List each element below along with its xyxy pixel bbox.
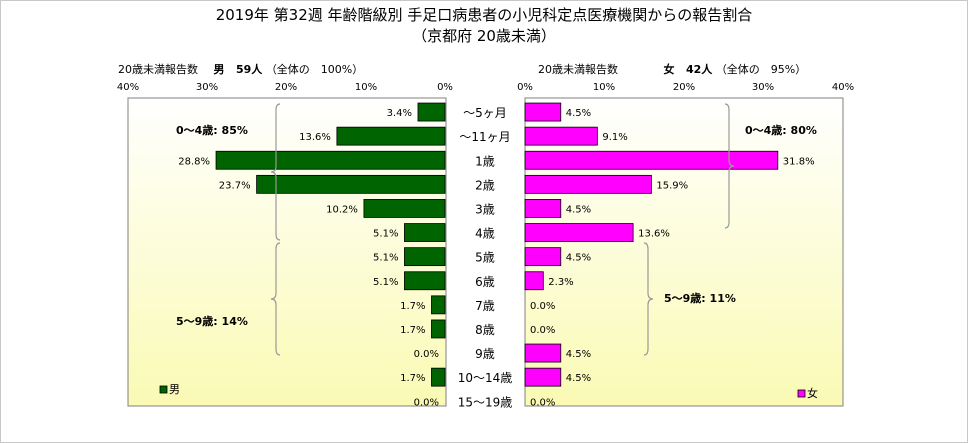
tick-label: 30% <box>195 82 219 93</box>
range-brace <box>270 242 281 356</box>
male-legend-label: 男 <box>169 383 180 396</box>
female-legend-swatch <box>797 389 806 398</box>
category-label: 2歳 <box>475 178 495 192</box>
male-bar <box>431 319 446 339</box>
male-data-label: 23.7% <box>219 180 251 191</box>
category-label: 9歳 <box>475 347 495 361</box>
chart-subtitle: （京都府 20歳未満） <box>412 27 556 45</box>
tick-label: 20% <box>274 82 298 93</box>
female-count: 42人 <box>686 63 713 76</box>
female-bar <box>524 199 562 218</box>
male-0-4-annotation: 0～4歳: 85% <box>176 123 248 137</box>
male-bar <box>215 150 446 170</box>
female-data-label: 13.6% <box>638 229 670 240</box>
male-plot-area <box>127 97 447 407</box>
female-plot-area <box>524 97 844 407</box>
male-data-label: 1.7% <box>400 373 425 384</box>
male-bar <box>431 295 446 315</box>
male-data-label: 0.0% <box>414 397 439 408</box>
male-header: 20歳未満報告数 男 59人 （全体の 100%） <box>118 61 363 77</box>
category-label: 6歳 <box>475 275 495 289</box>
female-legend-label: 女 <box>807 386 818 400</box>
male-data-label: 3.4% <box>387 108 412 119</box>
female-data-label: 31.8% <box>783 156 815 167</box>
female-0-4-annotation: 0～4歳: 80% <box>745 123 817 137</box>
male-data-label: 1.7% <box>400 325 425 336</box>
female-bar <box>524 271 544 291</box>
female-data-label: 4.5% <box>566 108 591 119</box>
tick-label: 20% <box>672 82 696 93</box>
male-bar <box>256 174 446 194</box>
female-bar <box>524 174 652 194</box>
male-data-label: 1.7% <box>400 301 425 312</box>
male-bar <box>417 102 446 122</box>
female-5-9-annotation: 5～9歳: 11% <box>664 291 736 305</box>
category-label: 15～19歳 <box>458 395 513 409</box>
female-data-label: 0.0% <box>530 397 555 408</box>
female-data-label: 2.3% <box>548 277 573 288</box>
category-label: ～5ヶ月 <box>463 106 507 120</box>
male-bar <box>404 223 446 242</box>
male-data-label: 28.8% <box>178 156 210 167</box>
male-bar <box>363 199 446 218</box>
tick-label: 10% <box>354 82 378 93</box>
tick-label: 40% <box>831 82 855 93</box>
female-data-label: 0.0% <box>530 301 555 312</box>
female-bar <box>524 150 779 170</box>
female-bar <box>524 343 562 363</box>
male-sex-label: 男 <box>213 63 225 76</box>
category-label: 7歳 <box>475 299 495 313</box>
male-data-label: 0.0% <box>414 349 439 360</box>
female-share: （全体の 95%） <box>715 63 807 76</box>
female-header: 20歳未満報告数 女 42人 （全体の 95%） <box>538 61 806 77</box>
tick-label: 0% <box>517 82 533 93</box>
tick-label: 10% <box>592 82 616 93</box>
female-bar <box>524 223 634 242</box>
range-brace <box>270 103 281 241</box>
category-label: 8歳 <box>475 323 495 337</box>
female-bar <box>524 247 562 267</box>
category-label: 1歳 <box>475 154 495 168</box>
male-data-label: 5.1% <box>373 229 398 240</box>
male-data-label: 10.2% <box>326 204 358 215</box>
female-sex-label: 女 <box>663 63 675 76</box>
male-bar <box>404 247 446 267</box>
male-bar <box>336 126 446 146</box>
category-label: 4歳 <box>475 227 495 241</box>
male-count: 59人 <box>236 63 263 76</box>
range-brace <box>724 103 735 229</box>
male-bar <box>404 271 446 291</box>
tick-label: 40% <box>116 82 140 93</box>
female-count-label: 20歳未満報告数 <box>538 63 618 76</box>
male-legend-swatch <box>159 385 168 394</box>
chart-title: 2019年 第32週 年齢階級別 手足口病患者の小児科定点医療機関からの報告割合 <box>215 6 753 24</box>
female-data-label: 9.1% <box>602 132 627 143</box>
male-data-label: 5.1% <box>373 277 398 288</box>
female-bar <box>524 126 598 146</box>
category-label: ～11ヶ月 <box>459 130 510 144</box>
male-5-9-annotation: 5～9歳: 14% <box>176 314 248 328</box>
female-data-label: 4.5% <box>566 349 591 360</box>
tick-label: 30% <box>751 82 775 93</box>
category-label: 3歳 <box>475 202 495 216</box>
category-label: 10～14歳 <box>458 371 513 385</box>
female-data-label: 4.5% <box>566 253 591 264</box>
male-share: （全体の 100%） <box>265 63 364 76</box>
female-data-label: 4.5% <box>566 373 591 384</box>
tick-label: 0% <box>437 82 453 93</box>
female-data-label: 4.5% <box>566 204 591 215</box>
male-data-label: 5.1% <box>373 253 398 264</box>
male-bar <box>431 367 446 387</box>
range-brace <box>643 242 654 356</box>
female-data-label: 0.0% <box>530 325 555 336</box>
male-count-label: 20歳未満報告数 <box>118 63 198 76</box>
female-bar <box>524 102 562 122</box>
female-data-label: 15.9% <box>656 180 688 191</box>
male-data-label: 13.6% <box>299 132 331 143</box>
category-label: 5歳 <box>475 251 495 265</box>
female-bar <box>524 367 562 387</box>
